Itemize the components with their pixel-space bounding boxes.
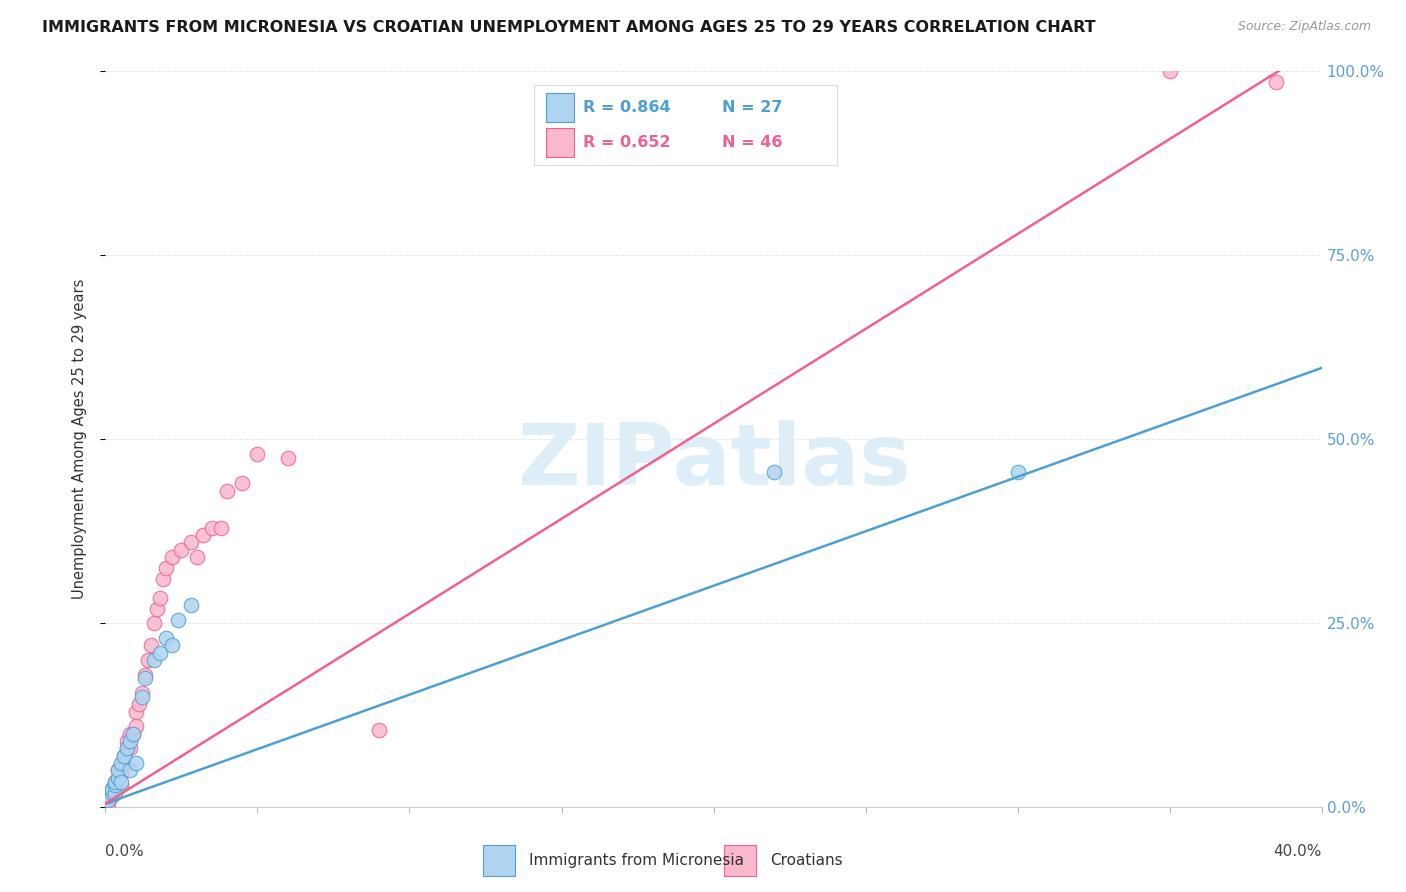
Point (107, 764, 129, 778)
Point (134, 672, 156, 686)
Point (118, 726, 141, 740)
Point (180, 598, 202, 612)
Text: R = 0.652: R = 0.652 (582, 135, 671, 150)
Point (128, 698, 150, 712)
Point (136, 653, 159, 667)
Point (763, 466, 786, 480)
Point (118, 734, 141, 748)
Bar (547, 93, 574, 121)
Text: ZIPatlas: ZIPatlas (516, 420, 911, 503)
Point (110, 767, 132, 781)
Bar (724, 845, 756, 876)
Point (97, 797, 120, 811)
Point (162, 549, 184, 565)
Point (97, 789, 120, 804)
Point (139, 639, 162, 653)
Point (231, 476, 253, 491)
Point (100, 781, 122, 796)
Point (146, 601, 169, 615)
Point (100, 781, 122, 796)
Point (107, 771, 129, 785)
Point (277, 450, 299, 465)
Text: Croatians: Croatians (770, 853, 844, 868)
Point (125, 756, 148, 770)
Point (121, 726, 143, 740)
Point (97, 793, 120, 807)
Point (191, 528, 214, 542)
Point (180, 535, 202, 549)
Point (143, 616, 166, 631)
Point (368, 723, 391, 737)
Point (209, 521, 232, 535)
Point (1007, 466, 1029, 480)
Point (110, 756, 132, 770)
Point (246, 447, 269, 461)
Point (115, 741, 138, 756)
Text: IMMIGRANTS FROM MICRONESIA VS CROATIAN UNEMPLOYMENT AMONG AGES 25 TO 29 YEARS CO: IMMIGRANTS FROM MICRONESIA VS CROATIAN U… (42, 20, 1095, 35)
Text: N = 27: N = 27 (721, 100, 782, 115)
Point (217, 483, 239, 498)
Text: Immigrants from Micronesia: Immigrants from Micronesia (529, 853, 744, 868)
Text: 40.0%: 40.0% (1274, 844, 1322, 859)
Point (115, 734, 138, 748)
Point (155, 561, 177, 575)
Bar (547, 128, 574, 157)
Point (186, 549, 208, 565)
Point (155, 631, 177, 645)
Point (100, 786, 122, 799)
Point (143, 653, 166, 667)
Point (131, 686, 153, 700)
Point (100, 789, 122, 804)
Point (125, 719, 148, 733)
Point (149, 591, 172, 605)
Point (110, 760, 132, 774)
Point (121, 726, 143, 740)
Point (115, 741, 138, 756)
Point (112, 756, 135, 770)
Point (118, 764, 141, 778)
Point (162, 639, 184, 653)
Point (125, 705, 148, 719)
Point (118, 741, 141, 756)
Text: Source: ZipAtlas.com: Source: ZipAtlas.com (1237, 20, 1371, 33)
Point (131, 690, 153, 704)
Point (107, 778, 129, 792)
Point (103, 781, 125, 796)
Point (100, 786, 122, 799)
Text: R = 0.864: R = 0.864 (582, 100, 671, 115)
Point (97, 793, 120, 807)
Bar (482, 845, 515, 876)
Point (170, 542, 193, 557)
Point (1265, 75, 1288, 89)
Point (112, 748, 135, 763)
Y-axis label: Unemployment Among Ages 25 to 29 years: Unemployment Among Ages 25 to 29 years (72, 279, 87, 599)
Point (107, 771, 129, 785)
Point (103, 774, 125, 789)
Text: 0.0%: 0.0% (105, 844, 145, 859)
Point (103, 774, 125, 789)
Point (152, 572, 174, 586)
Point (110, 774, 132, 789)
Point (107, 764, 129, 778)
Point (103, 778, 125, 792)
Point (103, 786, 125, 799)
Point (134, 667, 156, 681)
Point (167, 613, 190, 627)
Point (149, 646, 172, 660)
Point (112, 748, 135, 763)
Point (201, 521, 224, 535)
Point (110, 778, 132, 792)
Text: N = 46: N = 46 (721, 135, 782, 150)
Point (1159, 64, 1181, 78)
